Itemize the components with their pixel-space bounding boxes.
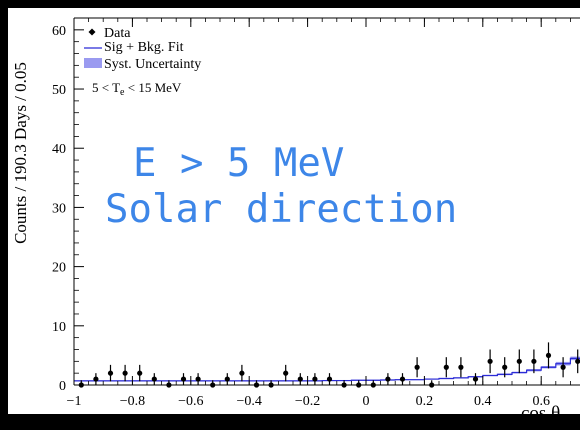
legend-band-swatch — [84, 58, 102, 68]
x-tick-label: −0.6 — [178, 394, 203, 409]
data-marker — [224, 376, 230, 382]
data-point — [297, 373, 303, 385]
data-point — [312, 373, 318, 385]
data-point — [502, 357, 508, 378]
overlay-energy-text: E > 5 MeV — [133, 141, 344, 186]
data-marker — [195, 376, 201, 382]
data-point — [239, 364, 245, 382]
data-point — [575, 349, 580, 374]
data-point — [326, 373, 333, 385]
legend-band-label: Syst. Uncertainty — [104, 57, 201, 72]
x-tick-label: −0.8 — [120, 394, 145, 409]
x-tick-label: 0.4 — [474, 394, 492, 409]
x-tick-label: −0.2 — [295, 394, 320, 409]
data-marker — [297, 376, 303, 382]
data-marker — [312, 376, 318, 382]
x-axis-label-main: cos θ — [521, 403, 560, 424]
data-point — [93, 373, 99, 385]
data-point — [414, 357, 420, 378]
data-point — [399, 373, 406, 385]
data-marker — [414, 364, 420, 370]
y-tick-label: 40 — [52, 142, 66, 157]
data-point — [122, 364, 128, 382]
data-point — [151, 373, 157, 385]
data-marker — [560, 364, 566, 370]
data-marker — [575, 358, 580, 364]
data-marker — [180, 376, 187, 382]
data-point — [458, 357, 464, 378]
data-marker — [502, 364, 508, 370]
energy-note-rest: < 15 MeV — [125, 80, 182, 95]
data-point — [283, 364, 289, 382]
data-marker — [531, 358, 537, 364]
axis-ticks: −1−0.8−0.6−0.4−0.200.20.40.60.8010203040… — [52, 17, 571, 409]
x-tick-label: 0.2 — [416, 394, 434, 409]
data-point — [531, 349, 537, 374]
y-tick-label: 0 — [59, 379, 66, 394]
y-tick-label: 20 — [52, 261, 66, 276]
data-point — [180, 373, 187, 385]
data-point — [560, 357, 566, 378]
data-marker — [385, 376, 391, 382]
y-tick-label: 60 — [52, 24, 66, 39]
legend: Data Sig + Bkg. Fit Syst. Uncertainty 5 … — [84, 26, 201, 98]
data-point — [545, 342, 552, 369]
data-marker — [472, 376, 479, 382]
energy-range-note: 5 < Te < 15 MeV — [92, 80, 182, 98]
data-marker — [487, 358, 493, 364]
data-marker — [443, 364, 449, 370]
data-marker — [283, 370, 289, 376]
y-tick-label: 50 — [52, 83, 66, 98]
energy-note-sub: e — [120, 87, 125, 98]
x-tick-label: 0.6 — [532, 394, 550, 409]
data-point — [224, 373, 230, 385]
legend-data-marker — [88, 28, 96, 36]
plot-panel — [8, 8, 580, 414]
data-marker — [545, 352, 552, 359]
data-point — [385, 373, 391, 385]
y-tick-label: 30 — [52, 201, 66, 216]
data-point — [107, 364, 114, 382]
data-marker — [516, 358, 522, 364]
data-marker — [239, 370, 245, 376]
data-marker — [137, 370, 143, 376]
x-tick-label: −0.4 — [236, 394, 261, 409]
data-marker — [399, 376, 406, 382]
data-point — [516, 349, 522, 374]
x-axis-label-sub: ⊙ — [560, 413, 572, 428]
data-point — [487, 349, 493, 374]
energy-note-main: 5 < T — [92, 80, 120, 95]
data-point — [472, 373, 479, 385]
data-marker — [107, 370, 114, 376]
data-marker — [151, 376, 157, 382]
x-axis-label: cos θ⊙ — [521, 403, 572, 428]
data-marker — [93, 376, 99, 382]
data-point — [137, 364, 143, 382]
x-tick-label: 0 — [363, 394, 370, 409]
legend-data-label: Data — [104, 26, 131, 41]
x-tick-label: −1 — [67, 394, 82, 409]
y-axis-label: Counts / 190.3 Days / 0.05 — [11, 62, 30, 244]
legend-fit-label: Sig + Bkg. Fit — [104, 40, 184, 55]
data-marker — [122, 370, 128, 376]
fit-line — [74, 357, 580, 382]
y-tick-label: 10 — [52, 320, 66, 335]
data-point — [195, 373, 201, 385]
overlay-direction-text: Solar direction — [105, 187, 457, 232]
data-marker — [458, 364, 464, 370]
data-point — [443, 357, 449, 378]
data-marker — [326, 376, 333, 382]
